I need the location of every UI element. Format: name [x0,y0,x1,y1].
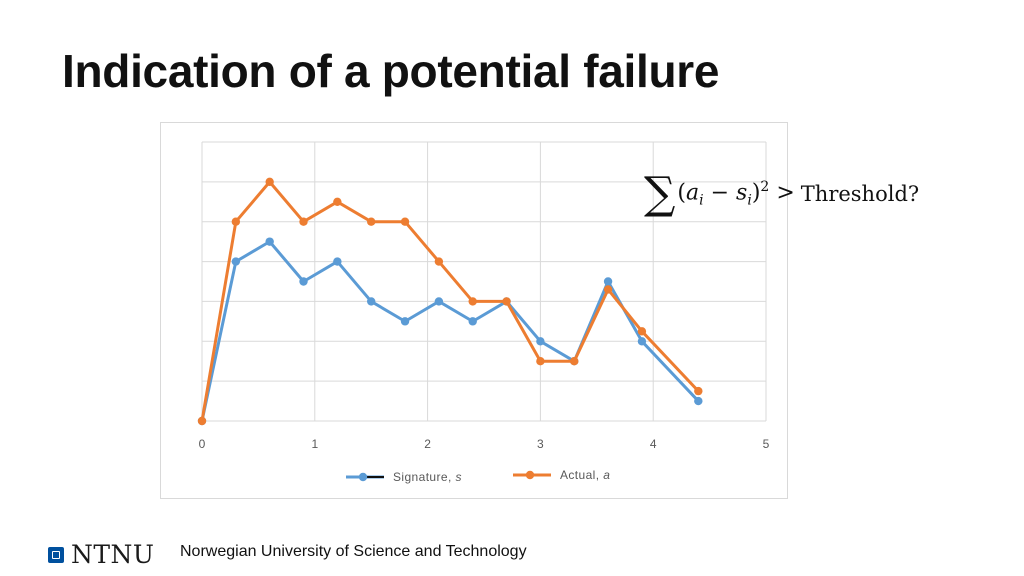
x-tick-label: 5 [763,437,770,451]
signature-data-point [603,277,613,286]
signature-legend-symbol: s [455,470,461,484]
open-paren: ( [677,180,687,206]
slide-title: Indication of a potential failure [62,45,720,97]
signature-data-point [468,317,477,326]
actual-legend-marker [525,470,535,480]
signature-data-point [367,297,376,306]
signature-data-point [637,337,647,346]
signature-data-point [231,257,241,266]
legend: Signature, s Actual, a [346,468,610,484]
minus-sign: − [703,180,737,206]
ntnu-logo-icon [48,546,64,563]
actual-data-point [536,357,545,366]
actual-data-point [367,217,376,226]
sum-symbol: ∑ [644,168,676,219]
x-tick-label: 2 [424,437,431,451]
signature-data-point [400,317,410,326]
actual-data-point [333,197,342,206]
signature-legend-name: Signature, [393,470,455,484]
signature-data-point [265,237,274,246]
actual-data-point [400,217,410,226]
signature-data-point [536,337,545,346]
signature-data-point [333,257,342,266]
actual-data-point [231,217,241,226]
exponent: 2 [760,179,770,196]
signature-series-line [200,240,700,422]
actual-data-point [299,217,308,226]
signature-data-point [434,297,444,306]
close-paren: ) [751,180,761,206]
series-layer [197,177,703,426]
actual-data-point [603,285,613,294]
signature-legend-label: Signature, s [393,470,462,484]
var-s: s [736,180,748,206]
tick-layer: 0 1 2 3 4 5 [199,437,770,451]
actual-data-point [694,386,703,396]
actual-data-point [265,177,274,187]
actual-legend-label: Actual, a [560,468,610,482]
x-tick-label: 1 [311,437,318,451]
ntnu-logo-text: NTNU [71,540,155,569]
actual-legend-name: Actual, [560,468,603,482]
line-chart: 0 1 2 3 4 5 Signature, s Actual, a [197,141,770,484]
threshold-formula: ∑ (ai − si)2 > Threshold? [644,172,919,216]
threshold-label: Threshold? [800,182,920,206]
actual-data-point [502,297,511,306]
x-tick-label: 4 [650,437,657,451]
x-tick-label: 0 [199,437,206,451]
actual-data-point [434,257,444,266]
signature-data-point [299,277,308,286]
sub-s: i [747,192,752,209]
actual-data-point [197,416,207,426]
actual-data-point [570,357,579,366]
grid-layer [201,141,767,422]
university-name: Norwegian University of Science and Tech… [180,543,527,560]
chart-container: 0 1 2 3 4 5 Signature, s Actual, a [160,122,788,499]
actual-data-point [637,327,647,336]
actual-data-point [468,297,477,306]
sub-a: i [699,192,704,209]
footer: NTNU Norwegian University of Science and… [0,530,1024,570]
x-tick-label: 3 [537,437,544,451]
formula-expression: (ai − si)2 > [677,179,794,209]
var-a: a [686,180,700,206]
ntnu-logo: NTNU [48,540,155,569]
signature-data-point [694,396,703,406]
greater-than: > [769,180,795,206]
actual-legend-symbol: a [603,468,610,482]
signature-legend-marker [358,472,368,482]
